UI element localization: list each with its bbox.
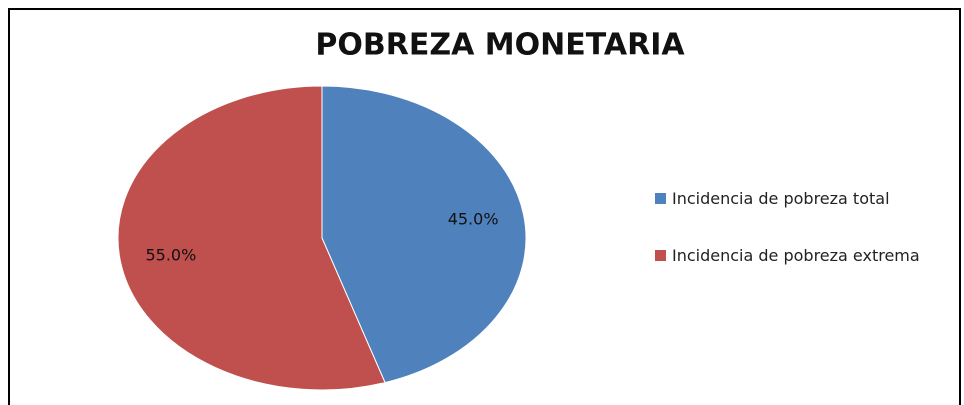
pie-slice [117, 85, 386, 391]
legend-swatch [655, 250, 666, 261]
legend-swatch [655, 193, 666, 204]
chart-title: POBREZA MONETARIA [315, 28, 685, 63]
legend-label: Incidencia de pobreza extrema [672, 246, 920, 265]
data-label: 45.0% [448, 210, 499, 229]
pie-slice [321, 85, 527, 384]
legend-label: Incidencia de pobreza total [672, 189, 890, 208]
data-label: 55.0% [145, 245, 196, 264]
